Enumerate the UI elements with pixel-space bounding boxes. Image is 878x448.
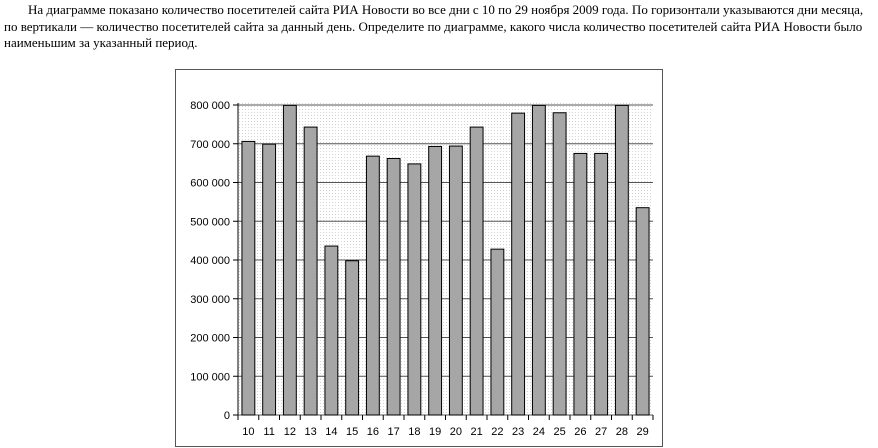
y-tick-label: 300 000 — [190, 294, 230, 306]
x-tick-label: 16 — [367, 426, 379, 438]
x-tick-label: 29 — [637, 426, 649, 438]
x-tick-label: 25 — [554, 426, 566, 438]
x-tick-label: 26 — [574, 426, 586, 438]
bar-12 — [282, 104, 297, 416]
y-tick-label: 200 000 — [190, 333, 230, 345]
y-tick-label: 700 000 — [190, 139, 230, 151]
problem-text: На диаграмме показано количество посетит… — [4, 2, 864, 50]
bar-chart: 0 100 000 200 000 300 000 400 000 500 000 600 … — [190, 100, 654, 438]
bar-24 — [531, 104, 546, 416]
x-tick-label: 20 — [450, 426, 462, 438]
bar-17 — [386, 157, 401, 416]
x-tick-label: 17 — [388, 426, 400, 438]
bar-19 — [428, 145, 443, 416]
bar-25 — [552, 112, 567, 416]
bar-18 — [407, 163, 422, 416]
y-tick-label: 100 000 — [190, 371, 230, 383]
bar-16 — [365, 155, 380, 416]
y-tick-label: 0 — [224, 410, 230, 422]
bar-14 — [324, 245, 339, 416]
y-tick-label: 400 000 — [190, 255, 230, 267]
bar-22 — [490, 248, 505, 416]
bar-21 — [469, 126, 484, 416]
x-tick-label: 18 — [408, 426, 420, 438]
x-tick-label: 24 — [533, 426, 545, 438]
x-tick-label: 28 — [616, 426, 628, 438]
bar-10 — [241, 140, 256, 416]
x-tick-label: 15 — [346, 426, 358, 438]
x-tick-label: 19 — [429, 426, 441, 438]
bar-15 — [345, 260, 360, 416]
bar-13 — [303, 126, 318, 416]
bar-20 — [448, 145, 463, 416]
plot-area — [238, 103, 653, 415]
bar-11 — [262, 143, 277, 416]
bar-26 — [573, 152, 588, 416]
bar-28 — [614, 104, 629, 416]
x-tick-label: 27 — [595, 426, 607, 438]
y-tick-label: 800 000 — [190, 100, 230, 112]
x-tick-label: 14 — [325, 426, 337, 438]
x-tick-label: 10 — [242, 426, 254, 438]
y-tick-label: 600 000 — [190, 178, 230, 190]
x-tick-label: 11 — [263, 426, 274, 438]
bar-27 — [594, 152, 609, 416]
chart-frame: 0 100 000 200 000 300 000 400 000 500 000 600 … — [175, 69, 663, 447]
x-tick-label: 23 — [512, 426, 524, 438]
bar-23 — [511, 112, 526, 416]
y-tick-label: 500 000 — [190, 216, 230, 228]
x-tick-label: 13 — [305, 426, 317, 438]
x-tick-label: 22 — [491, 426, 503, 438]
x-tick-label: 21 — [471, 426, 483, 438]
x-tick-label: 12 — [284, 426, 296, 438]
bar-29 — [635, 207, 650, 416]
